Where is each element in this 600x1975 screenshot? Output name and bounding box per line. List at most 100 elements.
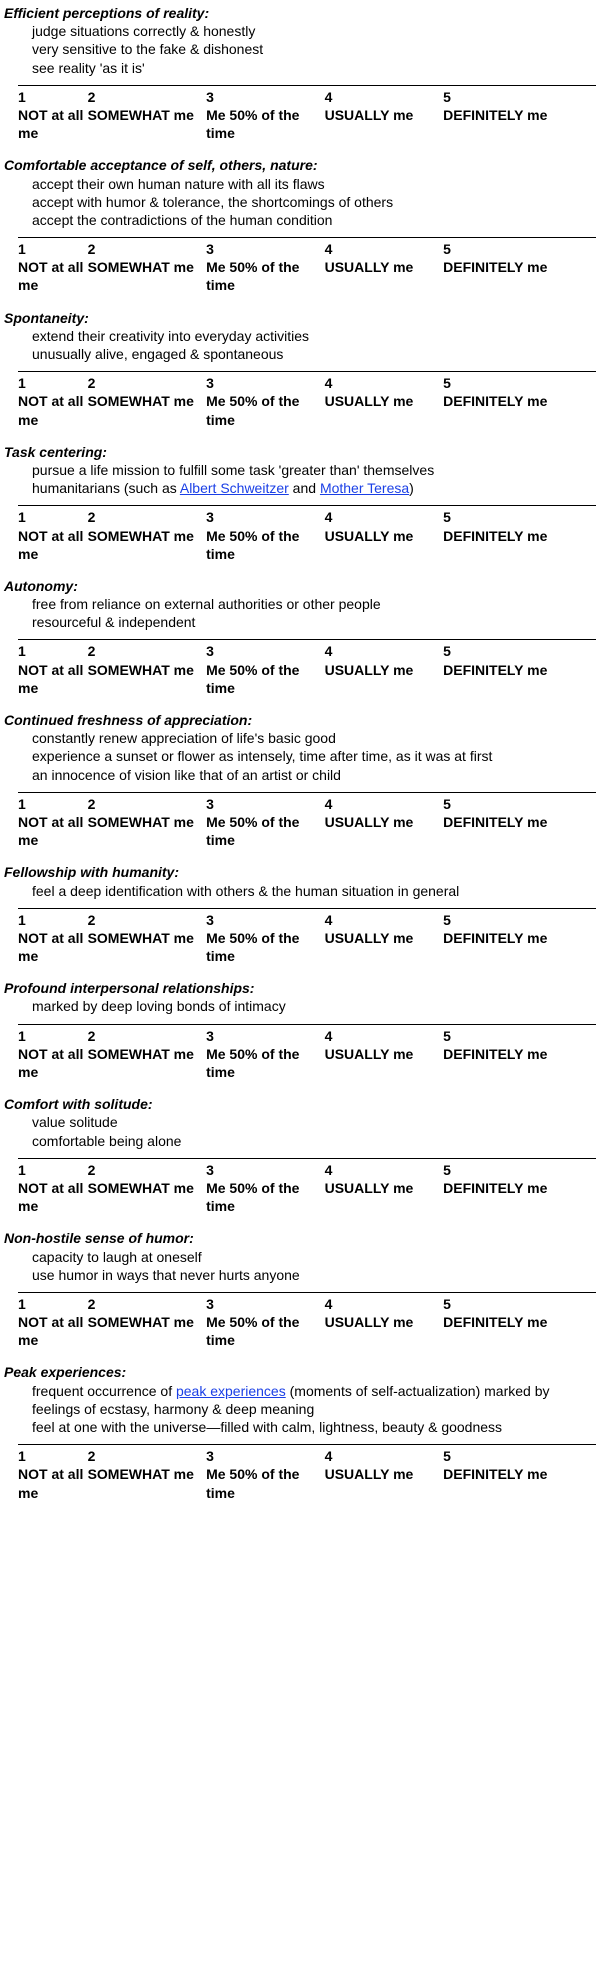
scale-option-number: 5 [443,508,574,526]
scale-option[interactable]: 3Me 50% of the time [206,1027,325,1082]
scale-option[interactable]: 3Me 50% of the time [206,88,325,143]
scale-option[interactable]: 2SOMEWHAT me [88,642,207,697]
scale-option-number: 1 [18,795,84,813]
scale-option[interactable]: 3Me 50% of the time [206,911,325,966]
scale-option[interactable]: 2SOMEWHAT me [88,508,207,563]
scale-option[interactable]: 3Me 50% of the time [206,240,325,295]
description-line: pursue a life mission to fulfill some ta… [32,461,596,479]
scale-option[interactable]: 5DEFINITELY me [443,1447,578,1502]
description-line: constantly renew appreciation of life's … [32,729,596,747]
scale-option-label: NOT at all me [18,106,84,142]
section: Autonomy:free from reliance on external … [4,577,596,697]
section-title: Continued freshness of appreciation: [4,711,596,729]
scale-option[interactable]: 2SOMEWHAT me [88,1027,207,1082]
scale-option[interactable]: 4USUALLY me [325,1447,444,1502]
scale-option-number: 4 [325,1161,440,1179]
scale-option-label: SOMEWHAT me [88,258,203,276]
description-line: extend their creativity into everyday ac… [32,327,596,345]
scale-option[interactable]: 2SOMEWHAT me [88,1295,207,1350]
scale-option[interactable]: 4USUALLY me [325,508,444,563]
scale-option[interactable]: 5DEFINITELY me [443,1027,578,1082]
scale-option[interactable]: 3Me 50% of the time [206,508,325,563]
scale-option[interactable]: 4USUALLY me [325,911,444,966]
inline-link[interactable]: Albert Schweitzer [180,480,289,496]
section-description: capacity to laugh at oneselfuse humor in… [32,1248,596,1284]
description-line: comfortable being alone [32,1132,596,1150]
scale-option[interactable]: 5DEFINITELY me [443,1161,578,1216]
scale-option[interactable]: 1NOT at all me [18,1027,88,1082]
scale-option-label: NOT at all me [18,392,84,428]
scale-option-label: Me 50% of the time [206,1045,321,1081]
section-description: free from reliance on external authoriti… [32,595,596,631]
scale-option[interactable]: 1NOT at all me [18,911,88,966]
scale-option[interactable]: 2SOMEWHAT me [88,1447,207,1502]
scale-option-label: DEFINITELY me [443,661,574,679]
rating-scale: 1NOT at all me2SOMEWHAT me3Me 50% of the… [18,908,596,966]
section-title: Peak experiences: [4,1363,596,1381]
scale-option[interactable]: 1NOT at all me [18,1447,88,1502]
scale-option-number: 2 [88,1027,203,1045]
scale-option-label: DEFINITELY me [443,1465,574,1483]
scale-option[interactable]: 2SOMEWHAT me [88,88,207,143]
scale-option[interactable]: 2SOMEWHAT me [88,374,207,429]
scale-option[interactable]: 3Me 50% of the time [206,642,325,697]
scale-option[interactable]: 4USUALLY me [325,1027,444,1082]
scale-option[interactable]: 1NOT at all me [18,642,88,697]
scale-option[interactable]: 4USUALLY me [325,795,444,850]
section-description: pursue a life mission to fulfill some ta… [32,461,596,497]
scale-option-number: 4 [325,1447,440,1465]
scale-option-number: 5 [443,911,574,929]
scale-option[interactable]: 3Me 50% of the time [206,1161,325,1216]
scale-option[interactable]: 1NOT at all me [18,1161,88,1216]
scale-table: 1NOT at all me2SOMEWHAT me3Me 50% of the… [18,795,578,850]
scale-option-label: Me 50% of the time [206,929,321,965]
scale-option[interactable]: 1NOT at all me [18,508,88,563]
scale-option-number: 5 [443,1447,574,1465]
scale-option-label: SOMEWHAT me [88,106,203,124]
scale-option[interactable]: 1NOT at all me [18,1295,88,1350]
section-description: value solitudecomfortable being alone [32,1113,596,1149]
scale-option[interactable]: 4USUALLY me [325,240,444,295]
scale-option-label: SOMEWHAT me [88,1045,203,1063]
scale-option[interactable]: 5DEFINITELY me [443,240,578,295]
scale-option[interactable]: 5DEFINITELY me [443,508,578,563]
scale-option[interactable]: 3Me 50% of the time [206,1447,325,1502]
scale-option[interactable]: 3Me 50% of the time [206,795,325,850]
scale-rule [18,371,596,372]
inline-link[interactable]: Mother Teresa [320,480,409,496]
scale-option[interactable]: 5DEFINITELY me [443,1295,578,1350]
scale-option[interactable]: 4USUALLY me [325,1295,444,1350]
scale-table: 1NOT at all me2SOMEWHAT me3Me 50% of the… [18,1027,578,1082]
scale-option[interactable]: 5DEFINITELY me [443,374,578,429]
section-description: accept their own human nature with all i… [32,175,596,230]
description-line: judge situations correctly & honestly [32,22,596,40]
scale-option-number: 2 [88,1161,203,1179]
scale-option-number: 4 [325,911,440,929]
description-line: feel at one with the universe—filled wit… [32,1418,596,1436]
scale-option[interactable]: 4USUALLY me [325,374,444,429]
scale-option-number: 5 [443,88,574,106]
scale-option[interactable]: 4USUALLY me [325,642,444,697]
scale-option[interactable]: 2SOMEWHAT me [88,240,207,295]
scale-option[interactable]: 5DEFINITELY me [443,88,578,143]
scale-option[interactable]: 1NOT at all me [18,88,88,143]
scale-option[interactable]: 4USUALLY me [325,88,444,143]
rating-scale: 1NOT at all me2SOMEWHAT me3Me 50% of the… [18,85,596,143]
scale-option[interactable]: 1NOT at all me [18,795,88,850]
scale-option[interactable]: 3Me 50% of the time [206,374,325,429]
scale-option-label: SOMEWHAT me [88,929,203,947]
description-line: very sensitive to the fake & dishonest [32,40,596,58]
scale-option[interactable]: 5DEFINITELY me [443,642,578,697]
scale-option[interactable]: 5DEFINITELY me [443,795,578,850]
scale-option-number: 5 [443,795,574,813]
scale-option[interactable]: 4USUALLY me [325,1161,444,1216]
scale-option[interactable]: 2SOMEWHAT me [88,911,207,966]
scale-option[interactable]: 2SOMEWHAT me [88,795,207,850]
scale-option[interactable]: 3Me 50% of the time [206,1295,325,1350]
scale-option[interactable]: 1NOT at all me [18,240,88,295]
scale-option[interactable]: 1NOT at all me [18,374,88,429]
inline-link[interactable]: peak experiences [176,1383,286,1399]
scale-option-label: Me 50% of the time [206,106,321,142]
scale-option[interactable]: 2SOMEWHAT me [88,1161,207,1216]
scale-option[interactable]: 5DEFINITELY me [443,911,578,966]
